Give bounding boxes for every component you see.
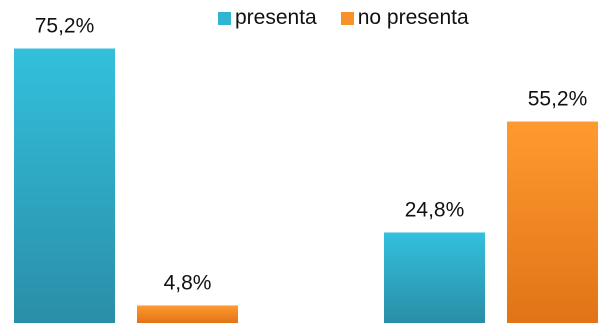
chart-legend: presenta no presenta [218, 6, 493, 30]
data-label-presenta-1: 75,2% [35, 15, 95, 38]
legend-swatch-presenta [218, 11, 231, 25]
bar-no-presenta-1 [137, 305, 238, 323]
data-label-presenta-2: 24,8% [405, 198, 465, 221]
legend-swatch-no-presenta [340, 11, 354, 25]
legend-item-presenta: presenta [218, 6, 317, 30]
data-label-no-presenta-1: 4,8% [164, 271, 212, 294]
bar-no-presenta-2 [507, 121, 598, 323]
legend-label-no-presenta: no presenta [357, 6, 469, 29]
bar-presenta-2 [384, 232, 485, 323]
bar-presenta-1 [14, 48, 115, 323]
legend-item-no-presenta: no presenta [340, 6, 469, 30]
legend-label-presenta: presenta [235, 6, 317, 29]
data-label-no-presenta-2: 55,2% [528, 88, 588, 111]
